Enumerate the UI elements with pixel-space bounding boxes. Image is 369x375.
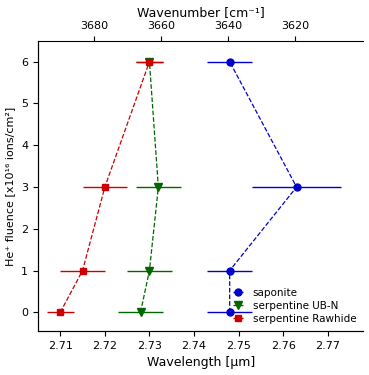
Y-axis label: He⁺ fluence [x10¹⁶ ions/cm²]: He⁺ fluence [x10¹⁶ ions/cm²] <box>6 106 15 266</box>
X-axis label: Wavelength [μm]: Wavelength [μm] <box>146 357 255 369</box>
Legend: saponite, serpentine UB-N, serpentine Rawhide: saponite, serpentine UB-N, serpentine Ra… <box>225 285 358 326</box>
X-axis label: Wavenumber [cm⁻¹]: Wavenumber [cm⁻¹] <box>137 6 265 18</box>
